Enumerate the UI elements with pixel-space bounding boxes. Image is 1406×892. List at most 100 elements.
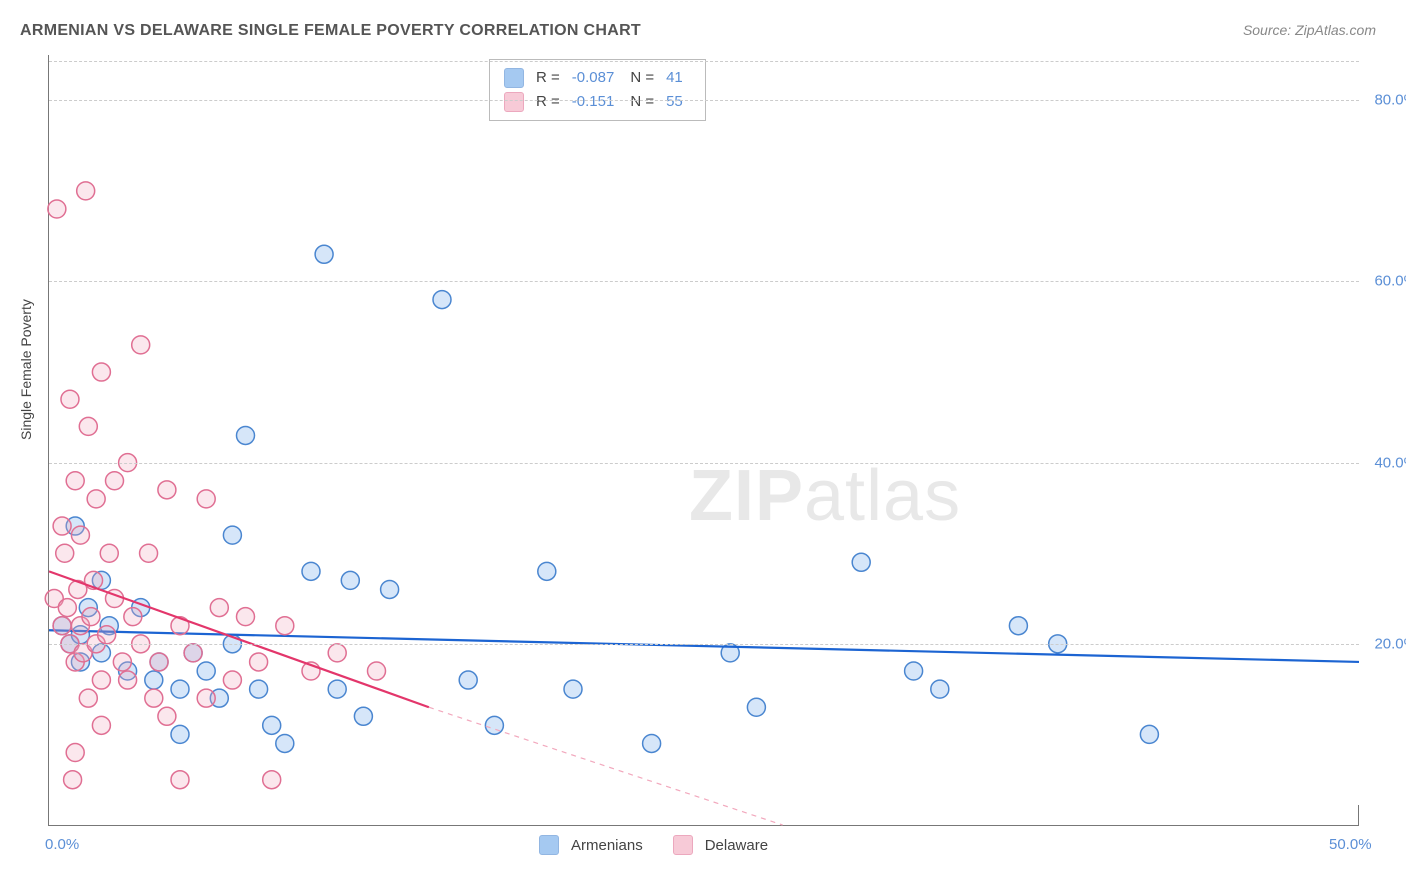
scatter-point xyxy=(100,544,118,562)
scatter-point xyxy=(64,771,82,789)
legend-n-value: 41 xyxy=(666,66,683,90)
scatter-point xyxy=(1140,725,1158,743)
scatter-point xyxy=(145,671,163,689)
legend-series-item: Armenians xyxy=(539,835,643,855)
scatter-point xyxy=(341,571,359,589)
scatter-point xyxy=(328,680,346,698)
scatter-point xyxy=(223,671,241,689)
scatter-point xyxy=(223,526,241,544)
y-axis-title: Single Female Poverty xyxy=(18,299,34,440)
y-tick-label: 60.0% xyxy=(1367,273,1406,290)
legend-r-value: -0.087 xyxy=(572,66,615,90)
scatter-point xyxy=(119,671,137,689)
scatter-point xyxy=(564,680,582,698)
scatter-point xyxy=(82,608,100,626)
legend-swatch xyxy=(673,835,693,855)
scatter-point xyxy=(48,200,66,218)
legend-stat-row: R = -0.087 N = 41 xyxy=(504,66,691,90)
gridline xyxy=(49,463,1359,464)
legend-swatch xyxy=(539,835,559,855)
scatter-point xyxy=(197,689,215,707)
scatter-point xyxy=(66,744,84,762)
scatter-point xyxy=(197,490,215,508)
scatter-point xyxy=(1009,617,1027,635)
scatter-point xyxy=(197,662,215,680)
x-tick-label: 0.0% xyxy=(45,836,79,853)
scatter-point xyxy=(250,653,268,671)
plot-area: ZIPatlas R =-0.087N =41R =-0.151N =55 Ar… xyxy=(48,55,1359,826)
scatter-point xyxy=(79,417,97,435)
scatter-point xyxy=(106,472,124,490)
scatter-point xyxy=(184,644,202,662)
scatter-point xyxy=(643,734,661,752)
scatter-point xyxy=(263,771,281,789)
legend-r-value: -0.151 xyxy=(572,90,615,114)
legend-n-label: N = xyxy=(630,90,654,114)
y-tick-label: 80.0% xyxy=(1367,92,1406,109)
scatter-point xyxy=(77,182,95,200)
x-tick-label: 50.0% xyxy=(1329,836,1372,853)
scatter-point xyxy=(250,680,268,698)
trend-line xyxy=(49,630,1359,662)
scatter-point xyxy=(53,517,71,535)
scatter-point xyxy=(140,544,158,562)
scatter-point xyxy=(132,336,150,354)
scatter-point xyxy=(368,662,386,680)
legend-bottom: Armenians Delaware xyxy=(539,835,768,855)
legend-top: R = -0.087 N = 41 R = -0.151 N = 55 xyxy=(489,59,706,121)
scatter-point xyxy=(158,707,176,725)
scatter-point xyxy=(171,725,189,743)
scatter-point xyxy=(210,599,228,617)
scatter-point xyxy=(852,553,870,571)
scatter-point xyxy=(71,526,89,544)
legend-n-value: 55 xyxy=(666,90,683,114)
scatter-point xyxy=(538,562,556,580)
scatter-point xyxy=(145,689,163,707)
chart-svg xyxy=(49,55,1359,825)
gridline xyxy=(49,100,1359,101)
gridline xyxy=(49,644,1359,645)
scatter-point xyxy=(92,671,110,689)
source-label: Source: ZipAtlas.com xyxy=(1243,22,1376,38)
scatter-point xyxy=(171,680,189,698)
legend-swatch xyxy=(504,92,524,112)
scatter-point xyxy=(263,716,281,734)
scatter-point xyxy=(433,291,451,309)
scatter-point xyxy=(79,689,97,707)
scatter-point xyxy=(459,671,477,689)
legend-n-label: N = xyxy=(630,66,654,90)
legend-stat-row: R = -0.151 N = 55 xyxy=(504,90,691,114)
scatter-point xyxy=(124,608,142,626)
scatter-point xyxy=(61,390,79,408)
scatter-point xyxy=(485,716,503,734)
scatter-point xyxy=(171,771,189,789)
scatter-point xyxy=(381,580,399,598)
trend-line-dashed xyxy=(429,707,783,825)
scatter-point xyxy=(158,481,176,499)
scatter-point xyxy=(302,562,320,580)
y-tick-label: 40.0% xyxy=(1367,454,1406,471)
scatter-point xyxy=(237,608,255,626)
scatter-point xyxy=(92,363,110,381)
scatter-point xyxy=(98,626,116,644)
scatter-point xyxy=(87,490,105,508)
gridline xyxy=(49,281,1359,282)
scatter-point xyxy=(315,245,333,263)
scatter-point xyxy=(354,707,372,725)
legend-r-label: R = xyxy=(536,90,560,114)
scatter-point xyxy=(53,617,71,635)
scatter-point xyxy=(276,617,294,635)
scatter-point xyxy=(150,653,168,671)
scatter-point xyxy=(276,734,294,752)
scatter-point xyxy=(747,698,765,716)
scatter-point xyxy=(328,644,346,662)
scatter-point xyxy=(58,599,76,617)
legend-series-name: Delaware xyxy=(705,837,768,854)
legend-r-label: R = xyxy=(536,66,560,90)
gridline xyxy=(49,61,1359,62)
legend-series-item: Delaware xyxy=(673,835,768,855)
scatter-point xyxy=(66,472,84,490)
scatter-point xyxy=(237,426,255,444)
scatter-point xyxy=(56,544,74,562)
chart-title: ARMENIAN VS DELAWARE SINGLE FEMALE POVER… xyxy=(20,22,641,40)
